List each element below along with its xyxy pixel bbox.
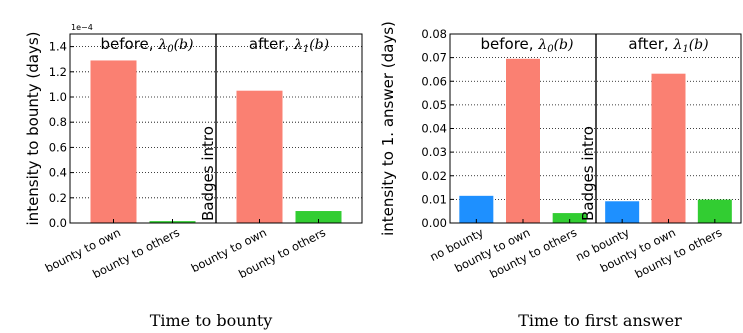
panel-title-text: before, [481, 35, 539, 53]
bar [552, 213, 587, 223]
y-tick-label: 0.0 [49, 216, 67, 230]
chart-caption: Time to first answer [518, 311, 682, 330]
plot-frame [69, 33, 363, 224]
badges-intro-label: Badges intro [199, 126, 217, 221]
y-tick-label: 0.03 [421, 145, 447, 159]
chart-2: 0.00 0.01 0.02 0.03 0.04 0.05 0.06 0.07 0.08 inte… [379, 21, 742, 330]
y-tick-label: 1.4 [49, 40, 67, 54]
y-tick-label: 0.6 [49, 140, 67, 154]
y-tick-label: 0.06 [421, 74, 447, 88]
panel-title: before, λ0(b) [481, 35, 574, 55]
lambda-symbol: λ [537, 37, 547, 53]
panel-title-text: after, [249, 35, 294, 53]
y-tick-label: 1.2 [49, 65, 67, 79]
y-tick-label: 0.04 [421, 122, 447, 136]
y-tick-label: 1.0 [49, 90, 67, 104]
bar [697, 199, 732, 223]
y-multiplier: 1e−4 [71, 23, 93, 32]
badges-intro-label: Badges intro [579, 126, 597, 221]
chart-caption: Time to bounty [150, 311, 273, 330]
lambda-symbol: λ [293, 37, 303, 53]
bar [651, 73, 686, 223]
y-tick-label: 0.00 [421, 216, 447, 230]
panel-title: after, λ1(b) [249, 35, 329, 55]
bar [236, 90, 283, 223]
lambda-argument: (b) [174, 37, 194, 53]
y-tick-label: 0.02 [421, 169, 447, 183]
lambda-argument: (b) [554, 37, 574, 53]
lambda-symbol: λ [157, 37, 167, 53]
lambda-subscript: 0 [547, 44, 554, 55]
lambda-subscript: 0 [167, 44, 174, 55]
y-tick-label: 0.05 [421, 98, 447, 112]
plot-frame [449, 33, 742, 224]
panel-title-text: before, [101, 35, 159, 53]
y-tick-label: 0.8 [49, 115, 67, 129]
y-axis-label: intensity to 1. answer (days) [379, 21, 397, 236]
panel-title: after, λ1(b) [628, 35, 708, 55]
lambda-symbol: λ [672, 37, 682, 53]
y-tick-label: 0.2 [49, 191, 67, 205]
lambda-argument: (b) [689, 37, 709, 53]
bar [506, 58, 540, 224]
panel-title-text: after, [628, 35, 673, 53]
bar [605, 201, 640, 223]
lambda-argument: (b) [309, 37, 329, 53]
y-tick-label: 0.01 [421, 192, 447, 206]
y-tick-label: 0.08 [421, 27, 447, 41]
bar [459, 195, 494, 223]
y-tick-label: 0.4 [49, 166, 67, 180]
chart-1: 0.0 0.2 0.4 0.6 0.8 1.0 1.2 1.4 1e−4 intensity to… [24, 23, 363, 330]
lambda-subscript: 1 [303, 44, 309, 55]
panel-title: before, λ0(b) [101, 35, 194, 55]
y-tick-label: 0.07 [421, 51, 447, 65]
bar [90, 60, 137, 224]
lambda-subscript: 1 [682, 44, 688, 55]
bar [295, 211, 342, 223]
y-axis-label: intensity to bounty (days) [24, 32, 42, 226]
